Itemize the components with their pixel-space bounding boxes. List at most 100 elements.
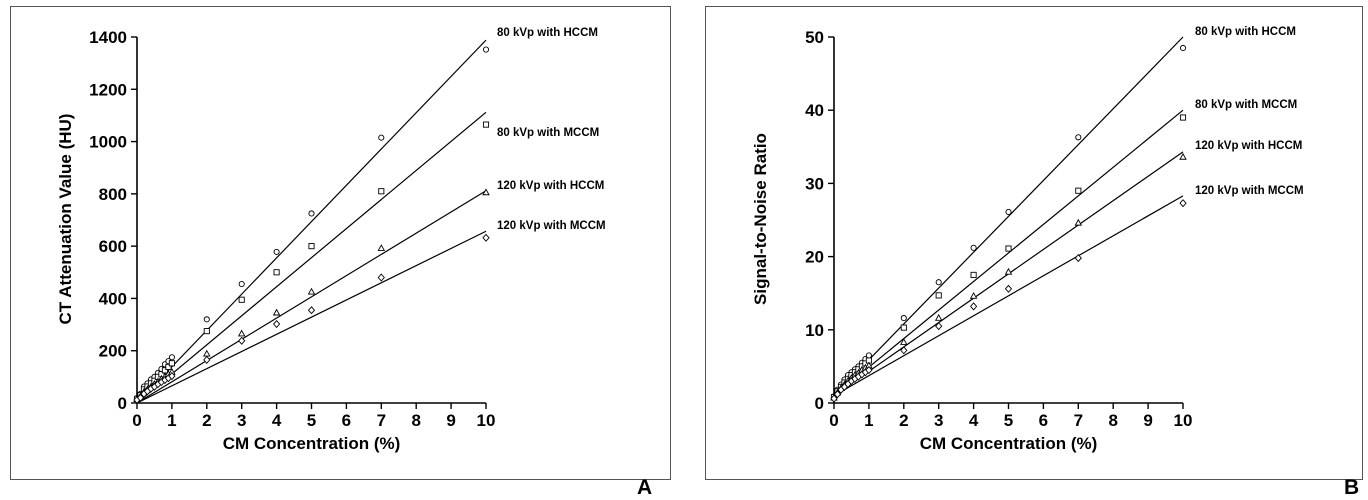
- data-point: [272, 308, 281, 316]
- data-point: [1075, 187, 1082, 194]
- panel-letter-a: A: [637, 476, 653, 499]
- chart-panel-a: 0 200 400 600 800 1000 1200 1400 0 1 2 3 4 5 6 7 8 9 10 CM …: [10, 6, 671, 480]
- data-point: [1004, 267, 1013, 275]
- chart-a-svg: 0 200 400 600 800 1000 1200 1400 0 1 2 3 4 5 6 7 8 9 10 CM …: [56, 27, 606, 453]
- data-point: [1179, 44, 1187, 52]
- data-point: [378, 134, 385, 141]
- data-point: [935, 322, 943, 331]
- series-label: 120 kVp with HCCM: [497, 180, 604, 192]
- x-tick-label: 5: [307, 411, 316, 430]
- x-tick-label: 9: [446, 411, 455, 430]
- y-tick-label: 800: [99, 185, 127, 204]
- y-tick-label: 50: [805, 28, 824, 47]
- data-point: [1075, 134, 1082, 141]
- y-tick-label: 0: [815, 394, 824, 413]
- data-point: [935, 279, 942, 286]
- data-point: [136, 393, 145, 402]
- data-point: [203, 328, 210, 335]
- data-point: [168, 354, 175, 361]
- data-point: [482, 46, 490, 53]
- series-label: 120 kVp with MCCM: [497, 220, 606, 232]
- data-point: [307, 306, 316, 315]
- y-tick-label: 400: [99, 289, 127, 308]
- series-label: 80 kVp with HCCM: [1195, 26, 1296, 38]
- y-tick-label: 20: [805, 248, 824, 267]
- data-point: [168, 371, 176, 381]
- x-axis-title: CM Concentration (%): [223, 434, 401, 453]
- data-point: [238, 336, 246, 345]
- chart-b-svg: 0 10 20 30 40 50 0 1 2 3 4 5 6 7 8 9 10 CM Concentration …: [751, 26, 1304, 453]
- x-tick-label: 5: [1004, 411, 1013, 430]
- data-point: [377, 244, 386, 251]
- data-point: [203, 316, 210, 323]
- y-tick-label: 30: [805, 174, 824, 193]
- data-point: [900, 315, 907, 322]
- data-point: [970, 271, 977, 278]
- x-tick-label: 2: [899, 411, 908, 430]
- data-point: [969, 292, 978, 299]
- fit-line: [136, 111, 487, 404]
- series-1: [830, 36, 1187, 400]
- series-label: 80 kVp with MCCM: [497, 127, 599, 139]
- data-point: [482, 121, 490, 128]
- fit-line: [833, 195, 1184, 397]
- data-point: [1179, 199, 1187, 208]
- x-tick-label: 6: [342, 411, 351, 430]
- fit-line: [833, 109, 1184, 397]
- x-axis-title: CM Concentration (%): [920, 434, 1098, 453]
- data-point: [934, 313, 943, 321]
- data-point: [969, 302, 978, 311]
- panel-letter-b: B: [1344, 476, 1360, 499]
- x-tick-label: 10: [477, 411, 496, 430]
- x-tick-label: 0: [829, 411, 838, 430]
- data-point: [1005, 208, 1012, 215]
- data-point: [1074, 253, 1082, 263]
- x-tick-label: 3: [934, 411, 943, 430]
- data-point: [865, 365, 873, 375]
- x-tick-label: 4: [272, 411, 282, 430]
- data-point: [378, 188, 385, 195]
- x-tick-label: 1: [167, 411, 176, 430]
- data-point: [307, 287, 316, 295]
- x-tick-label: 7: [1074, 411, 1083, 430]
- fit-line: [833, 36, 1184, 397]
- data-point: [203, 349, 211, 357]
- series-2: [830, 109, 1187, 401]
- x-tick-label: 2: [202, 411, 211, 430]
- x-tick-label: 7: [377, 411, 386, 430]
- y-tick-label: 0: [118, 394, 127, 413]
- y-tick-label: 1400: [89, 28, 127, 47]
- x-tick-label: 10: [1174, 411, 1193, 430]
- series-label: 120 kVp with MCCM: [1195, 185, 1304, 197]
- y-tick-label: 40: [805, 101, 824, 120]
- data-point: [1179, 152, 1187, 160]
- data-point: [1005, 245, 1012, 252]
- data-point: [237, 329, 246, 337]
- x-tick-label: 6: [1039, 411, 1048, 430]
- y-tick-label: 1000: [89, 133, 127, 152]
- y-axis-title: CT Attenuation Value (HU): [56, 114, 75, 325]
- x-tick-label: 4: [969, 411, 979, 430]
- y-axis-title: Signal-to-Noise Ratio: [751, 133, 770, 305]
- y-tick-label: 200: [99, 342, 127, 361]
- y-tick-label: 1200: [89, 80, 127, 99]
- data-point: [970, 244, 977, 251]
- data-point: [900, 324, 907, 331]
- x-tick-label: 9: [1143, 411, 1152, 430]
- data-point: [482, 233, 490, 242]
- data-point: [238, 296, 245, 303]
- data-point: [1074, 218, 1083, 226]
- data-point: [273, 269, 280, 276]
- chart-panel-b: 0 10 20 30 40 50 0 1 2 3 4 5 6 7 8 9 10 CM Concentration …: [705, 6, 1363, 480]
- fit-line: [136, 190, 487, 404]
- x-tick-label: 8: [411, 411, 420, 430]
- series-label: 80 kVp with MCCM: [1195, 99, 1297, 111]
- series-4: [830, 195, 1187, 403]
- y-tick-label: 10: [805, 321, 824, 340]
- data-point: [1179, 114, 1187, 121]
- x-tick-label: 1: [864, 411, 873, 430]
- data-point: [272, 319, 281, 329]
- series-3: [830, 151, 1187, 401]
- y-tick-label: 600: [99, 237, 127, 256]
- data-point: [935, 292, 942, 299]
